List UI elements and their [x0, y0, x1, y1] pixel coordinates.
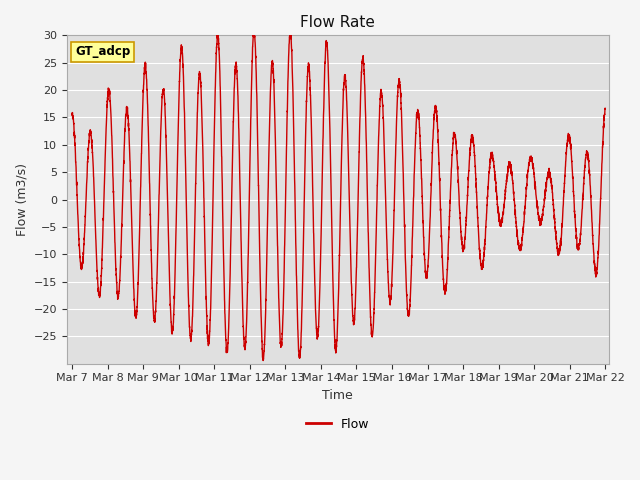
- Y-axis label: Flow (m3/s): Flow (m3/s): [15, 163, 28, 236]
- X-axis label: Time: Time: [323, 389, 353, 402]
- Title: Flow Rate: Flow Rate: [300, 15, 375, 30]
- Legend: Flow: Flow: [301, 413, 374, 436]
- Text: GT_adcp: GT_adcp: [75, 45, 130, 58]
